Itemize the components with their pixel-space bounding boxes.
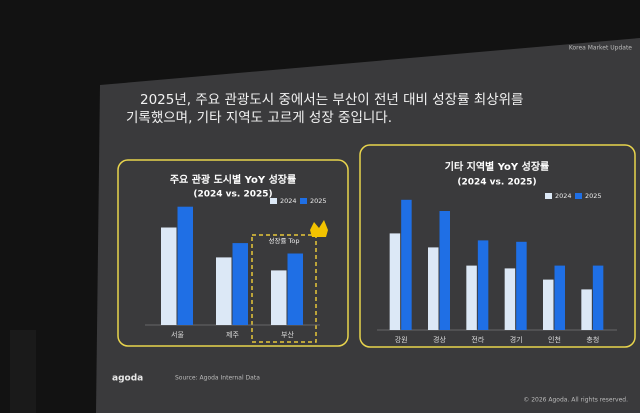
bar [554,265,565,330]
chart-frame [359,144,636,348]
crown-icon [310,220,328,237]
x-tick-label: 인천 [548,335,561,344]
slide [96,38,640,413]
bar [177,206,193,325]
x-tick-label: 부산 [281,330,294,339]
highlight-box [251,234,317,343]
legend-label: 2025 [310,197,327,205]
bar [428,247,439,330]
annotation: 성장률 Top [269,236,300,245]
x-tick-label: 강원 [395,335,408,344]
x-tick-label: 충청 [586,335,599,344]
bar [466,265,477,330]
logo: agoda [112,374,143,384]
x-tick-label: 전라 [471,335,484,344]
slide-header: Korea Market Update [569,45,632,52]
slide-title: 2025년, 주요 관광도시 중에서는 부산이 전년 대비 성장률 최상위를 [140,92,523,108]
bar [161,227,177,325]
legend-label: 2024 [280,197,297,205]
legend-swatch [545,193,552,199]
chart-frame [117,159,349,347]
legend-label: 2024 [555,192,572,200]
legend-swatch [575,193,582,199]
copyright: © 2026 Agoda. All rights reserved. [523,397,628,404]
bar [504,268,516,330]
bar [401,199,412,330]
chart-subtitle: (2024 vs. 2025) [457,178,536,188]
bar [581,289,592,330]
bar [516,241,527,330]
x-tick-label: 경상 [433,335,446,344]
legend-swatch [270,198,277,204]
x-tick-label: 제주 [226,331,239,339]
bar [592,265,604,330]
bar [216,257,232,325]
bar [543,279,554,330]
chart-subtitle: (2024 vs. 2025) [193,190,272,200]
presenter [10,330,36,413]
x-tick-label: 서울 [171,330,184,339]
legend-label: 2025 [585,192,602,200]
bar [232,243,248,325]
bar [477,240,489,330]
bar [287,253,303,325]
bar [389,233,401,330]
x-tick-label: 경기 [510,335,523,344]
bar [271,270,287,325]
legend-swatch [300,198,307,204]
chart-title: 주요 관광 도시별 YoY 성장률 [170,173,296,186]
chart-title: 기타 지역별 YoY 성장률 [445,160,549,173]
source: Source: Agoda Internal Data [175,375,260,382]
bar [439,211,450,330]
slide-title: 기록했으며, 기타 지역도 고르게 성장 중입니다. [126,110,392,126]
